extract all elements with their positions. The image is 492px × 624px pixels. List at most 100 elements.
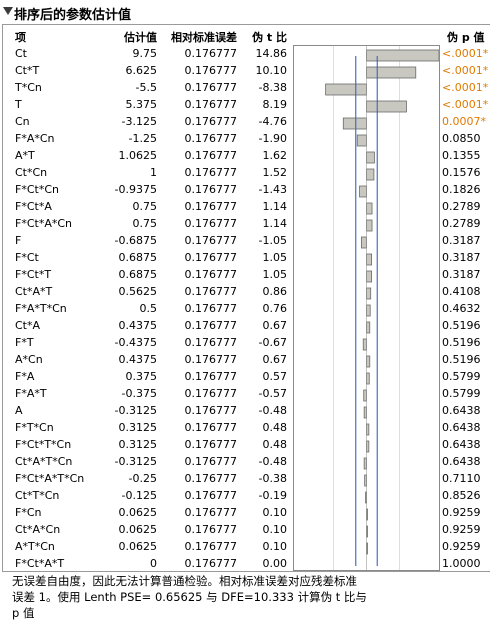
table-row[interactable]: F*A 0.375 0.176777 0.57 0.5799 xyxy=(0,369,492,386)
term-cell: F*Ct*A*Cn xyxy=(15,217,72,230)
std-error-cell: 0.176777 xyxy=(184,523,238,536)
table-row[interactable]: F*T*Cn 0.3125 0.176777 0.48 0.6438 xyxy=(0,420,492,437)
std-error-cell: 0.176777 xyxy=(184,387,238,400)
pseudo-p-cell: 0.9259 xyxy=(442,523,481,536)
t-ratio-bar-svg xyxy=(325,46,439,570)
table-row[interactable]: A*T*Cn 0.0625 0.176777 0.10 0.9259 xyxy=(0,539,492,556)
term-cell: F*Ct*Cn xyxy=(15,183,59,196)
term-cell: Ct*T xyxy=(15,64,40,77)
column-header-estimate[interactable]: 估计值 xyxy=(124,31,157,44)
table-row[interactable]: F -0.6875 0.176777 -1.05 0.3187 xyxy=(0,233,492,250)
table-row[interactable]: Ct*A 0.4375 0.176777 0.67 0.5196 xyxy=(0,318,492,335)
estimate-cell: 5.375 xyxy=(125,98,158,111)
pseudo-p-cell: 0.5196 xyxy=(442,319,481,332)
table-row[interactable]: F*Ct*T 0.6875 0.176777 1.05 0.3187 xyxy=(0,267,492,284)
term-cell: F*T xyxy=(15,336,34,349)
term-cell: T xyxy=(15,98,22,111)
term-cell: F*A xyxy=(15,370,35,383)
table-row[interactable]: Ct*A*Cn 0.0625 0.176777 0.10 0.9259 xyxy=(0,522,492,539)
table-row[interactable]: F*Ct*A*Cn 0.75 0.176777 1.14 0.2789 xyxy=(0,216,492,233)
pseudo-t-cell: 1.14 xyxy=(262,200,288,213)
table-row[interactable]: F*A*T -0.375 0.176777 -0.57 0.5799 xyxy=(0,386,492,403)
estimate-cell: 0.5 xyxy=(139,302,158,315)
table-row[interactable]: Ct*A*T 0.5625 0.176777 0.86 0.4108 xyxy=(0,284,492,301)
disclosure-triangle-icon[interactable] xyxy=(3,7,13,15)
std-error-cell: 0.176777 xyxy=(184,217,238,230)
std-error-cell: 0.176777 xyxy=(184,64,238,77)
table-row[interactable]: F*A*Cn -1.25 0.176777 -1.90 0.0850 xyxy=(0,131,492,148)
std-error-cell: 0.176777 xyxy=(184,200,238,213)
pseudo-p-cell: 0.5196 xyxy=(442,353,481,366)
std-error-cell: 0.176777 xyxy=(184,251,238,264)
table-row[interactable]: F*A*T*Cn 0.5 0.176777 0.76 0.4632 xyxy=(0,301,492,318)
pseudo-t-cell: -0.19 xyxy=(258,489,287,502)
estimate-cell: -0.3125 xyxy=(114,455,157,468)
table-row[interactable]: A*Cn 0.4375 0.176777 0.67 0.5196 xyxy=(0,352,492,369)
table-row[interactable]: T 5.375 0.176777 8.19 <.0001* xyxy=(0,97,492,114)
report-title-bar[interactable]: 排序后的参数估计值 xyxy=(0,0,492,26)
column-header-term[interactable]: 项 xyxy=(15,31,26,44)
table-row[interactable]: A -0.3125 0.176777 -0.48 0.6438 xyxy=(0,403,492,420)
estimate-cell: 0.75 xyxy=(132,200,158,213)
pseudo-p-cell: <.0001* xyxy=(442,64,489,77)
pseudo-p-cell: 1.0000 xyxy=(442,557,481,570)
table-row[interactable]: F*Ct*A 0.75 0.176777 1.14 0.2789 xyxy=(0,199,492,216)
pseudo-p-cell: 0.9259 xyxy=(442,506,481,519)
table-row[interactable]: F*Ct*A*T 0 0.176777 0.00 1.0000 xyxy=(0,556,492,573)
term-cell: F*Ct xyxy=(15,251,39,264)
estimate-cell: 0.3125 xyxy=(118,438,158,451)
table-row[interactable]: F*Cn 0.0625 0.176777 0.10 0.9259 xyxy=(0,505,492,522)
pseudo-t-cell: 0.48 xyxy=(262,438,288,451)
estimate-cell: 0.75 xyxy=(132,217,158,230)
table-row[interactable]: Ct 9.75 0.176777 14.86 <.0001* xyxy=(0,46,492,63)
table-row[interactable]: Ct*Cn 1 0.176777 1.52 0.1576 xyxy=(0,165,492,182)
table-row[interactable]: A*T 1.0625 0.176777 1.62 0.1355 xyxy=(0,148,492,165)
pseudo-p-cell: 0.7110 xyxy=(442,472,481,485)
term-cell: Ct*A*Cn xyxy=(15,523,61,536)
pseudo-p-cell: 0.0850 xyxy=(442,132,481,145)
pseudo-t-cell: -0.48 xyxy=(258,404,287,417)
table-row[interactable]: Ct*T*Cn -0.125 0.176777 -0.19 0.8526 xyxy=(0,488,492,505)
term-cell: F*Ct*T xyxy=(15,268,52,281)
pseudo-p-cell: 0.6438 xyxy=(442,438,481,451)
table-row[interactable]: F*Ct*A*T*Cn -0.25 0.176777 -0.38 0.7110 xyxy=(0,471,492,488)
estimate-cell: 0.6875 xyxy=(118,268,158,281)
term-cell: F*A*T*Cn xyxy=(15,302,67,315)
term-cell: F*Ct*T*Cn xyxy=(15,438,72,451)
pseudo-t-cell: 0.10 xyxy=(262,523,288,536)
column-header-std-error[interactable]: 相对标准误差 xyxy=(171,31,237,44)
pseudo-p-cell: 0.0007* xyxy=(442,115,486,128)
pseudo-p-cell: <.0001* xyxy=(442,47,489,60)
std-error-cell: 0.176777 xyxy=(184,540,238,553)
table-row[interactable]: F*T -0.4375 0.176777 -0.67 0.5196 xyxy=(0,335,492,352)
term-cell: A xyxy=(15,404,23,417)
table-row[interactable]: F*Ct 0.6875 0.176777 1.05 0.3187 xyxy=(0,250,492,267)
estimate-cell: 1 xyxy=(150,166,157,179)
std-error-cell: 0.176777 xyxy=(184,472,238,485)
estimate-cell: -3.125 xyxy=(121,115,157,128)
column-header-pseudo-t[interactable]: 伪 t 比 xyxy=(252,31,287,44)
table-row[interactable]: T*Cn -5.5 0.176777 -8.38 <.0001* xyxy=(0,80,492,97)
table-row[interactable]: F*Ct*T*Cn 0.3125 0.176777 0.48 0.6438 xyxy=(0,437,492,454)
table-row[interactable]: Cn -3.125 0.176777 -4.76 0.0007* xyxy=(0,114,492,131)
estimate-cell: -5.5 xyxy=(135,81,157,94)
std-error-cell: 0.176777 xyxy=(184,455,238,468)
estimate-cell: -0.375 xyxy=(121,387,157,400)
pseudo-t-cell: 10.10 xyxy=(255,64,288,77)
estimate-cell: 0.0625 xyxy=(118,540,158,553)
column-header-pseudo-p[interactable]: 伪 p 值 xyxy=(447,31,485,44)
estimate-cell: 0.4375 xyxy=(118,319,158,332)
t-ratio-bar-plot xyxy=(293,45,440,571)
pseudo-p-cell: 0.3187 xyxy=(442,268,481,281)
pseudo-p-cell: 0.6438 xyxy=(442,421,481,434)
pseudo-p-cell: 0.8526 xyxy=(442,489,481,502)
std-error-cell: 0.176777 xyxy=(184,489,238,502)
pseudo-p-cell: 0.6438 xyxy=(442,455,481,468)
estimate-cell: -0.25 xyxy=(128,472,157,485)
table-row[interactable]: Ct*A*T*Cn -0.3125 0.176777 -0.48 0.6438 xyxy=(0,454,492,471)
table-row[interactable]: Ct*T 6.625 0.176777 10.10 <.0001* xyxy=(0,63,492,80)
std-error-cell: 0.176777 xyxy=(184,149,238,162)
pseudo-p-cell: 0.2789 xyxy=(442,217,481,230)
table-row[interactable]: F*Ct*Cn -0.9375 0.176777 -1.43 0.1826 xyxy=(0,182,492,199)
footnote-line-1: 无误差自由度，因此无法计算普通检验。相对标准误差对应残差标准 xyxy=(12,574,357,588)
